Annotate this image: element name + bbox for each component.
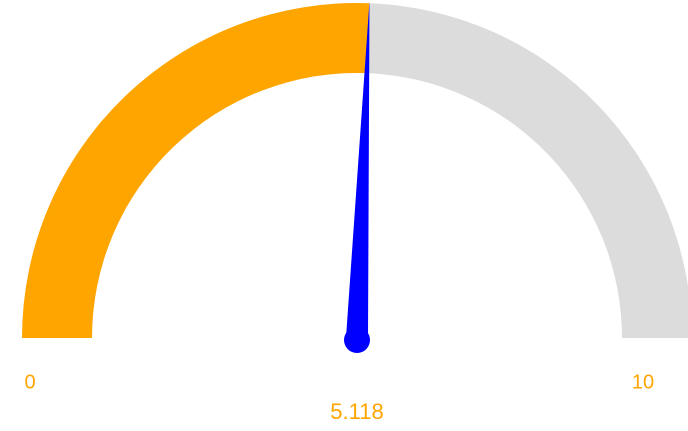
max-label: 10 [632, 371, 654, 393]
needle [346, 1, 370, 339]
gauge-value-arc [22, 3, 370, 339]
gauge-track [366, 3, 688, 338]
min-label: 0 [24, 371, 35, 393]
needle-hub [344, 327, 370, 353]
value-label: 5.118 [330, 399, 383, 424]
